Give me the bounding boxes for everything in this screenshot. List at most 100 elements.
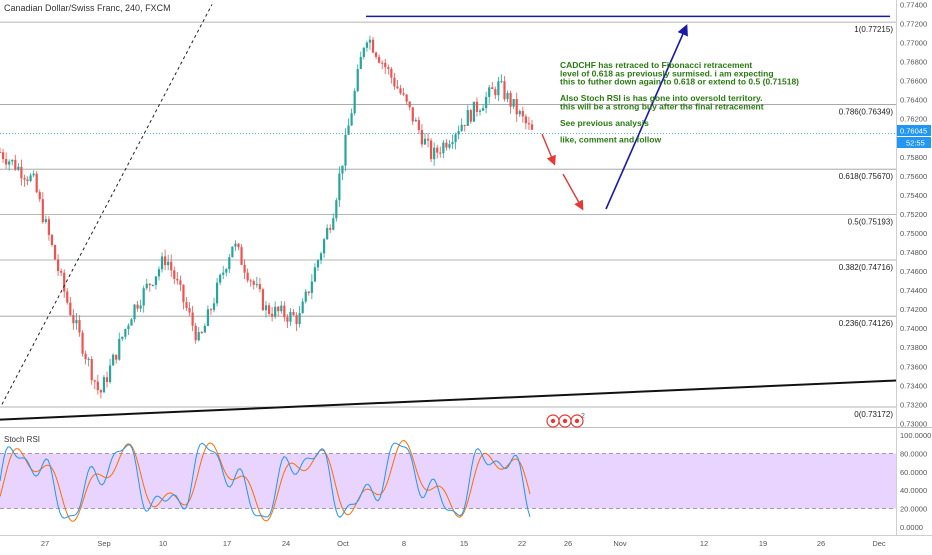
price-axis[interactable]: 0.77400 0.77200 0.77000 0.76800 0.76600 0.764… (900, 1, 927, 429)
time-axis[interactable]: 27 Sep 10 17 24 Oct 8 15 22 26 Nov 12 19 26 Dec (41, 539, 886, 548)
note-line: See previous analysis (560, 118, 649, 128)
candle-body (50, 234, 54, 246)
candle-body (56, 259, 60, 272)
event-badge-dot (574, 418, 580, 424)
candle-body (102, 377, 106, 393)
candle-body (283, 305, 286, 318)
candle-body (90, 359, 93, 381)
candle-body (240, 247, 243, 265)
candle-body (255, 284, 258, 286)
candle-body (203, 325, 206, 333)
candle-body (32, 173, 35, 176)
candle-body (515, 99, 518, 115)
drawing-layer[interactable] (0, 4, 897, 421)
stoch-rsi-pane[interactable]: 100.0000 80.0000 60.0000 40.0000 20.0000 0.00… (0, 431, 931, 532)
candle-body (96, 381, 99, 391)
rsi-tick-label: 80.0000 (900, 449, 927, 458)
event-badges[interactable]: 2 (546, 413, 585, 428)
candle-body (500, 81, 503, 83)
candle-body (335, 200, 338, 219)
rsi-d-line (0, 439, 531, 522)
rsi-k-line (0, 442, 531, 519)
candle-body (326, 228, 329, 240)
time-tick-label: 26 (564, 539, 572, 548)
red-arrow-down[interactable] (562, 173, 584, 211)
last-price-label: 0.76045 (900, 127, 927, 136)
price-tick-label: 0.73000 (900, 419, 927, 428)
candle-body (160, 256, 164, 270)
candle-body (393, 77, 396, 87)
candle-body (463, 124, 466, 126)
candle-body (381, 62, 384, 64)
candle-body (402, 93, 405, 95)
candle-body (176, 278, 179, 281)
candle-body (246, 272, 249, 281)
candle-body (494, 89, 497, 96)
candle-body (454, 134, 457, 143)
candle-body (271, 313, 274, 317)
candle-body (81, 332, 84, 354)
candle-body (44, 219, 47, 223)
fibonacci-retracement[interactable]: 1(0.77215) 0.786(0.76349) 0.618(0.75670) 0.… (0, 21, 896, 419)
candle-body (451, 142, 454, 145)
candle-body (491, 87, 494, 90)
note-line: CADCHF has retraced to Fibonacci retrace… (560, 60, 752, 70)
time-tick-label: 8 (402, 539, 406, 548)
candle-body (23, 178, 26, 180)
candle-body (75, 320, 78, 324)
candle-body (481, 108, 485, 111)
fib-level-label: 0.618(0.75670) (839, 172, 894, 181)
rsi-tick-label: 20.0000 (900, 505, 927, 514)
candle-body (115, 354, 118, 360)
candle-body (319, 253, 323, 261)
candle-body (84, 353, 87, 360)
candle-body (524, 116, 527, 124)
price-tick-label: 0.77400 (900, 1, 927, 10)
time-tick-label: Dec (872, 539, 886, 548)
candle-body (78, 320, 81, 333)
candle-body (405, 94, 408, 102)
candle-body (69, 302, 72, 316)
candle-body (292, 311, 295, 316)
candle-body (11, 159, 14, 162)
time-tick-label: 24 (282, 539, 290, 548)
candle-body (164, 256, 167, 266)
candle-body (289, 311, 292, 322)
candle-body (396, 86, 399, 89)
blue-arrow-up[interactable] (605, 24, 688, 210)
time-tick-label: 15 (460, 539, 468, 548)
candle-body (442, 142, 445, 154)
candle-body (154, 276, 158, 285)
candle-body (469, 110, 472, 122)
candle-body (280, 305, 283, 312)
candle-body (228, 257, 231, 270)
candle-body (151, 284, 154, 286)
note-line: this will be a strong buy after the fina… (560, 102, 764, 112)
candle-body (219, 274, 222, 283)
candle-body (518, 111, 521, 115)
candle-body (411, 107, 414, 122)
candle-body (1, 152, 5, 160)
candle-body (72, 315, 75, 324)
candle-body (222, 272, 225, 275)
candle-body (277, 306, 280, 312)
price-tick-label: 0.77200 (900, 20, 927, 29)
candle-body (466, 110, 469, 126)
countdown-box (897, 137, 931, 148)
candle-body (185, 302, 188, 309)
red-arrow-down[interactable] (541, 133, 556, 166)
indicator-name: Stoch RSI (4, 435, 40, 444)
candle-body (436, 147, 439, 153)
support-trendline[interactable] (0, 379, 897, 421)
candle-body (63, 272, 66, 292)
analysis-note[interactable]: CADCHF has retraced to Fibonacci retrace… (560, 60, 799, 145)
candle-body (365, 42, 368, 48)
candle-body (426, 138, 430, 141)
candle-body (261, 289, 265, 311)
candle-body (457, 131, 460, 135)
candle-body (472, 101, 476, 122)
candle-body (390, 68, 393, 78)
candle-body (316, 260, 320, 268)
price-tick-label: 0.73200 (900, 400, 927, 409)
